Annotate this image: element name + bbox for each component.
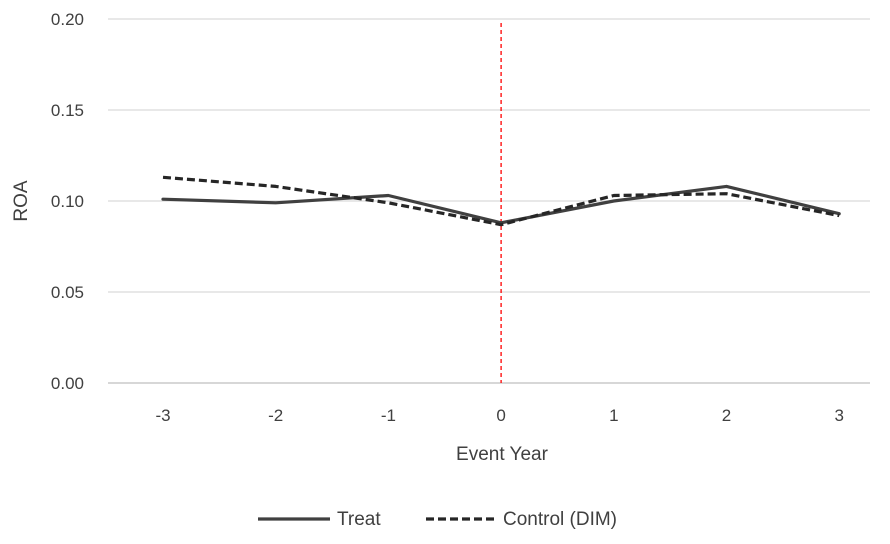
series-line-control: [162, 175, 840, 227]
y-tick-label: 0.20: [51, 10, 84, 29]
series-line-treat: [161, 184, 841, 225]
y-tick-label: 0.05: [51, 283, 84, 302]
x-tick-labels: -3 -2 -1 0 1 2 3: [155, 406, 843, 425]
legend: Treat Control (DIM): [258, 509, 617, 530]
y-tick-labels: 0.00 0.05 0.10 0.15 0.20: [51, 10, 84, 393]
x-axis-title: Event Year: [456, 444, 549, 465]
x-tick-label: 1: [609, 406, 618, 425]
y-axis-title: ROA: [11, 180, 32, 222]
x-tick-label: 0: [496, 406, 505, 425]
x-tick-label: -2: [268, 406, 283, 425]
legend-label-treat: Treat: [337, 509, 381, 530]
y-tick-label: 0.10: [51, 192, 84, 211]
legend-label-control: Control (DIM): [503, 509, 617, 530]
series-layer: [161, 175, 841, 227]
y-tick-label: 0.00: [51, 374, 84, 393]
x-tick-label: -3: [155, 406, 170, 425]
x-tick-label: -1: [381, 406, 396, 425]
y-tick-label: 0.15: [51, 101, 84, 120]
x-tick-label: 2: [722, 406, 731, 425]
x-tick-label: 3: [834, 406, 843, 425]
